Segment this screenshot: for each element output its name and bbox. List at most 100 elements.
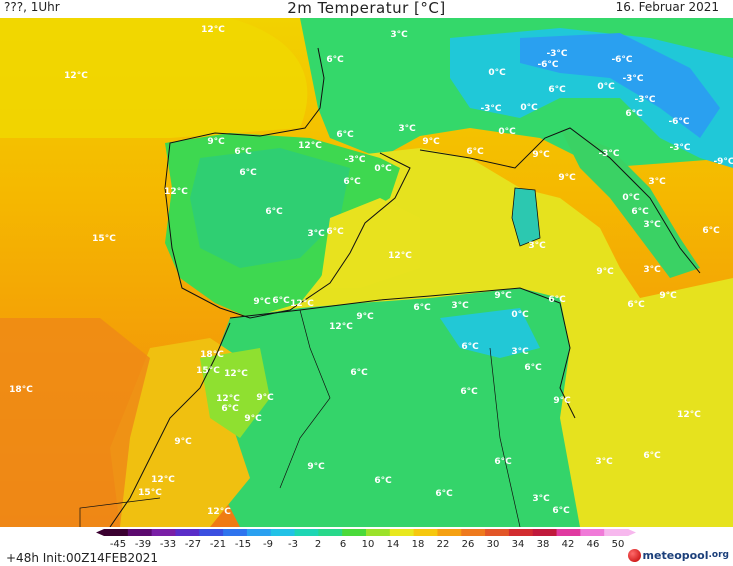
temperature-label: 6°C	[239, 168, 257, 178]
temperature-label: 18°C	[200, 350, 224, 360]
temperature-label: 9°C	[207, 137, 225, 147]
temperature-label: -6°C	[611, 55, 632, 65]
temperature-label: 15°C	[196, 366, 220, 376]
temperature-label: 12°C	[388, 251, 412, 261]
legend-color-swatch	[127, 529, 153, 536]
legend-tick-label: -39	[135, 539, 151, 549]
legend-tick-label: 50	[612, 539, 625, 549]
legend-tick-label: 6	[340, 539, 346, 549]
temperature-label: 6°C	[552, 506, 570, 516]
temperature-label: 6°C	[643, 451, 661, 461]
legend-tick-label: 38	[537, 539, 550, 549]
temperature-label: -3°C	[480, 104, 501, 114]
temperature-label: -3°C	[598, 149, 619, 159]
temperature-label: 9°C	[256, 393, 274, 403]
temperature-label: 9°C	[174, 437, 192, 447]
coastline-sardinia	[511, 187, 541, 247]
border-line	[279, 309, 331, 489]
temperature-label: 6°C	[524, 363, 542, 373]
logo-dot-icon	[627, 548, 641, 562]
temperature-label: 12°C	[290, 299, 314, 309]
logo-main: meteopool	[642, 548, 709, 562]
italy-land	[560, 128, 700, 278]
legend-low-arrow	[96, 529, 104, 536]
legend-tick-label: -9	[263, 539, 273, 549]
temperature-label: 9°C	[356, 312, 374, 322]
temperature-label: -3°C	[344, 155, 365, 165]
temperature-label: 3°C	[643, 265, 661, 275]
temperature-label: 6°C	[343, 177, 361, 187]
legend-color-swatch	[461, 529, 486, 536]
legend-color-swatch	[604, 529, 629, 536]
temperature-label: 6°C	[494, 457, 512, 467]
legend-color-swatch	[413, 529, 439, 536]
atlantic-southwest	[0, 318, 150, 527]
balearic-sea	[320, 198, 420, 288]
temperature-label: 12°C	[201, 25, 225, 35]
temperature-label: 18°C	[9, 385, 33, 395]
legend-color-swatch	[199, 529, 224, 536]
temperature-label: 0°C	[520, 103, 538, 113]
temperature-label: 6°C	[548, 295, 566, 305]
temperature-label: -9°C	[713, 157, 733, 167]
temperature-label: 6°C	[466, 147, 484, 157]
temperature-label: 3°C	[451, 301, 469, 311]
temperature-label: 0°C	[488, 68, 506, 78]
temperature-label: 6°C	[374, 476, 392, 486]
temperature-label: 0°C	[511, 310, 529, 320]
legend-color-swatch	[485, 529, 510, 536]
legend-color-swatch	[104, 529, 129, 536]
temperature-label: 12°C	[64, 71, 88, 81]
temperature-label: 3°C	[398, 124, 416, 134]
temperature-label: 6°C	[326, 55, 344, 65]
temperature-label: 15°C	[92, 234, 116, 244]
temperature-label: 0°C	[498, 127, 516, 137]
temperature-label: 15°C	[138, 488, 162, 498]
legend-color-swatch	[246, 529, 272, 536]
header-bar: ???, 1Uhr 2m Temperatur [°C] 16. Februar…	[0, 0, 733, 18]
legend-tick-label: -27	[185, 539, 201, 549]
legend-tick-label: 34	[512, 539, 525, 549]
temperature-label: 6°C	[548, 85, 566, 95]
temperature-label: 0°C	[374, 164, 392, 174]
temperature-label: 6°C	[234, 147, 252, 157]
legend-tick-label: -21	[210, 539, 226, 549]
legend-color-swatch	[294, 529, 319, 536]
legend-ticks: -45 -39 -33 -27 -21 -15 -9 -3 2 6 10 14 18 22 26 30 34 38…	[110, 539, 625, 550]
temperature-label: 0°C	[622, 193, 640, 203]
temperature-label: 6°C	[627, 300, 645, 310]
temperature-label: 6°C	[702, 226, 720, 236]
legend-color-swatch	[366, 529, 391, 536]
temperature-label: 6°C	[265, 207, 283, 217]
temperature-label: 6°C	[336, 130, 354, 140]
temperature-label: 6°C	[221, 404, 239, 414]
iberia-interior	[190, 148, 350, 268]
temperature-label: -3°C	[634, 95, 655, 105]
legend-color-swatch	[437, 529, 462, 536]
temperature-label: -3°C	[622, 74, 643, 84]
legend-color-swatch	[270, 529, 296, 536]
temperature-labels: 12°C 3°C 6°C -3°C -6°C -6°C 0°C -3°C 6°C 0°C -3°C 1…	[9, 25, 733, 517]
temperature-label: 12°C	[298, 141, 322, 151]
temperature-label: 9°C	[494, 291, 512, 301]
map-title: 2m Temperatur [°C]	[287, 0, 446, 17]
temperature-label: 9°C	[307, 462, 325, 472]
temperature-label: 3°C	[648, 177, 666, 187]
temperature-label: 6°C	[461, 342, 479, 352]
legend-tick-label: 30	[487, 539, 500, 549]
border-line	[79, 497, 161, 527]
legend-color-swatch	[318, 529, 343, 536]
temperature-label: 6°C	[350, 368, 368, 378]
sardinia-island	[512, 188, 540, 246]
temperature-label: 9°C	[244, 414, 262, 424]
temperature-label: 6°C	[460, 387, 478, 397]
legend-tick-label: 42	[562, 539, 575, 549]
run-info: +48h Init:00Z14FEB2021	[6, 551, 158, 565]
legend-tick-label: 26	[462, 539, 475, 549]
legend-tick-label: -3	[288, 539, 298, 549]
morocco-highlands	[200, 348, 270, 438]
temperature-label: -6°C	[537, 60, 558, 70]
temperature-label: 12°C	[677, 410, 701, 420]
legend-color-swatch	[532, 529, 558, 536]
coastline-north-africa	[229, 287, 576, 419]
